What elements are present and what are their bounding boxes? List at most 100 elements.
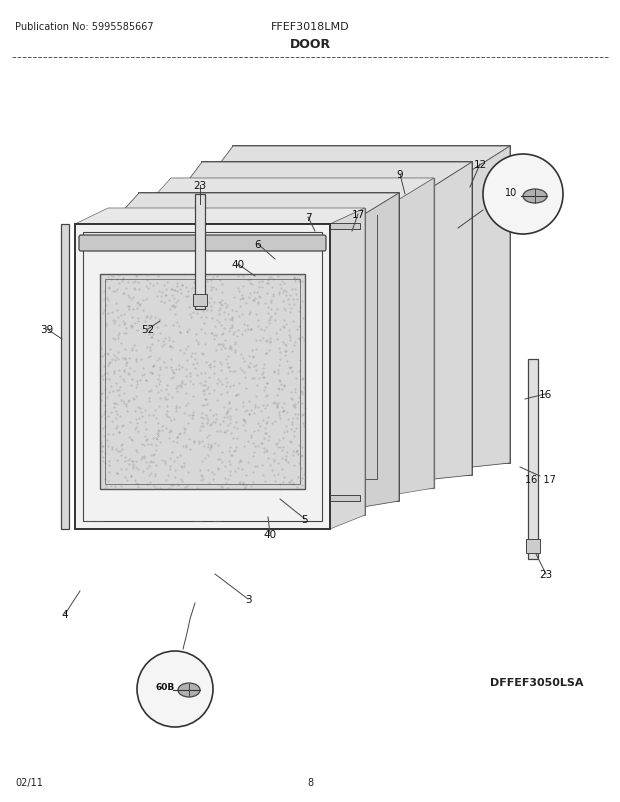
Point — [180, 363, 190, 376]
Point — [110, 354, 120, 367]
Point — [177, 381, 187, 394]
Point — [135, 298, 145, 311]
Point — [273, 468, 283, 481]
Point — [123, 367, 133, 379]
Point — [192, 482, 202, 495]
Point — [166, 353, 176, 366]
Point — [262, 287, 272, 300]
Point — [261, 427, 271, 439]
Point — [168, 366, 178, 379]
Point — [270, 415, 280, 427]
Point — [286, 423, 296, 436]
Point — [151, 482, 161, 495]
Point — [219, 426, 229, 439]
Point — [107, 354, 117, 367]
Point — [225, 410, 235, 423]
Point — [216, 298, 226, 311]
Point — [102, 367, 112, 380]
Point — [128, 462, 138, 475]
Point — [153, 322, 162, 334]
Point — [275, 375, 285, 387]
Point — [127, 321, 137, 334]
Point — [224, 325, 234, 338]
Point — [104, 460, 114, 472]
Point — [190, 347, 200, 360]
Point — [268, 273, 278, 286]
Point — [156, 295, 166, 308]
Point — [258, 366, 268, 379]
Point — [242, 469, 252, 482]
Point — [273, 397, 283, 410]
Point — [257, 459, 267, 472]
Point — [216, 365, 226, 378]
Point — [247, 345, 257, 358]
Point — [114, 277, 124, 290]
Point — [132, 417, 142, 430]
Point — [242, 456, 252, 468]
Point — [281, 420, 291, 433]
Point — [125, 431, 135, 444]
Point — [212, 314, 222, 327]
Point — [246, 431, 256, 444]
Point — [220, 298, 230, 310]
Point — [223, 350, 232, 363]
Point — [200, 327, 210, 340]
Point — [100, 406, 110, 419]
Point — [112, 384, 122, 397]
Point — [113, 346, 123, 358]
Point — [254, 276, 264, 289]
Point — [209, 367, 219, 380]
Point — [290, 425, 299, 438]
Point — [260, 475, 270, 488]
Point — [141, 281, 151, 294]
Point — [144, 312, 154, 325]
Point — [192, 307, 202, 320]
Point — [206, 284, 216, 297]
Polygon shape — [75, 209, 365, 225]
Point — [172, 431, 182, 444]
Point — [162, 379, 172, 392]
Point — [183, 397, 193, 410]
Point — [169, 414, 179, 427]
Point — [128, 276, 138, 289]
Text: 6: 6 — [255, 240, 261, 249]
Point — [261, 347, 271, 360]
Point — [213, 338, 223, 350]
Point — [280, 345, 290, 358]
Point — [140, 404, 149, 417]
Point — [279, 404, 289, 417]
Point — [293, 448, 303, 461]
Point — [273, 364, 283, 377]
Point — [248, 450, 258, 463]
Point — [298, 441, 308, 454]
Point — [109, 397, 119, 410]
Point — [231, 344, 241, 357]
Text: 7: 7 — [304, 213, 311, 223]
Point — [285, 306, 295, 319]
Text: FFEF3018LMD: FFEF3018LMD — [271, 22, 349, 32]
Point — [169, 371, 179, 384]
Point — [220, 342, 230, 355]
Point — [113, 384, 123, 397]
Point — [299, 420, 309, 433]
Point — [188, 306, 198, 318]
Point — [200, 379, 210, 392]
Point — [139, 452, 149, 465]
Point — [216, 338, 226, 350]
Point — [202, 418, 212, 431]
Point — [248, 476, 258, 489]
Point — [275, 346, 285, 358]
Point — [240, 371, 250, 384]
Point — [258, 468, 268, 481]
Point — [208, 416, 218, 429]
Point — [151, 412, 161, 425]
Point — [184, 433, 194, 446]
Point — [266, 297, 276, 310]
Point — [108, 286, 118, 298]
Point — [112, 377, 122, 390]
Point — [125, 453, 135, 466]
Point — [286, 436, 296, 449]
Point — [131, 355, 141, 368]
Point — [225, 413, 235, 426]
Point — [102, 439, 112, 452]
